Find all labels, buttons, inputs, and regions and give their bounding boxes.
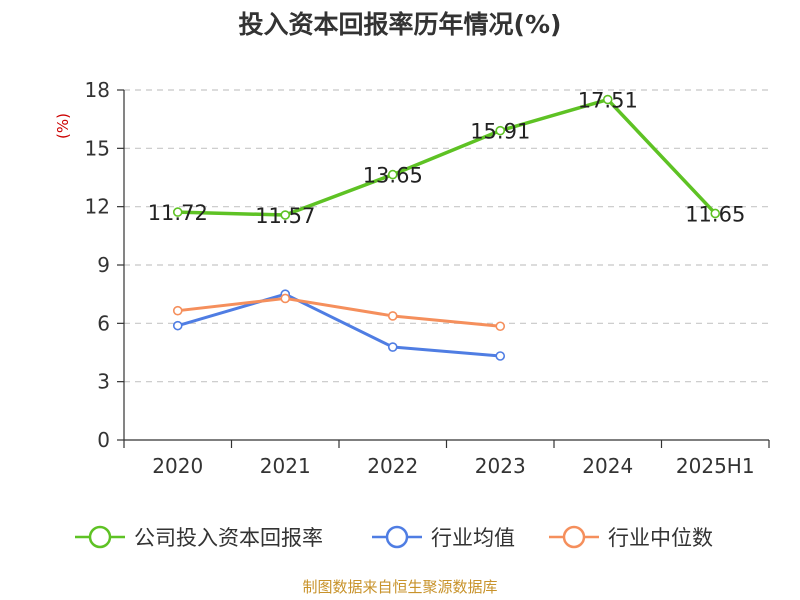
y-tick-label: 18 (85, 78, 110, 102)
y-tick-label: 6 (97, 311, 110, 335)
data-point (387, 342, 398, 352)
series-line (177, 296, 501, 328)
data-point (387, 169, 398, 180)
y-axis-unit: (%) (54, 113, 72, 139)
y-tick-label: 12 (85, 195, 110, 219)
series-line (177, 292, 501, 358)
series-layer: 11.72 11.57 13.65 15.91 17.51 11.65 (148, 89, 746, 361)
legend-marker (88, 525, 112, 549)
data-point (710, 208, 721, 219)
y-tick-label: 9 (97, 253, 110, 277)
data-label: 11.65 (685, 202, 745, 226)
series-line (177, 97, 717, 217)
y-tick-label: 15 (85, 136, 110, 160)
data-point (280, 210, 291, 220)
x-tick-label: 2024 (582, 454, 633, 478)
grid-lines (124, 89, 769, 383)
chart-title: 投入资本回报率历年情况(%) (239, 10, 562, 39)
series-industry_median (172, 293, 506, 332)
legend-marker (562, 525, 586, 549)
series-company: 11.72 11.57 13.65 15.91 17.51 11.65 (148, 89, 746, 228)
axes: 0 3 6 9 12 15 18 2020 2021 2022 2023 2024 2025H1 (85, 78, 770, 478)
x-tick-label: 2021 (260, 454, 311, 478)
y-tick-label: 3 (97, 370, 110, 394)
data-label: 11.72 (148, 201, 208, 225)
series-industry_avg (172, 289, 506, 361)
data-label: 17.51 (578, 89, 638, 113)
legend-label: 行业均值 (431, 526, 515, 550)
data-point (172, 207, 183, 217)
data-label: 13.65 (363, 164, 423, 188)
data-point (495, 321, 506, 332)
legend-label: 公司投入资本回报率 (134, 526, 323, 550)
x-tick-label: 2022 (367, 454, 418, 478)
data-point (280, 293, 291, 304)
x-tick-label: 2020 (152, 454, 203, 478)
legend-item: 行业中位数 (549, 525, 713, 550)
data-point (495, 125, 506, 136)
data-label: 15.91 (470, 120, 530, 144)
data-point (602, 94, 613, 105)
data-point (172, 305, 183, 316)
y-tick-label: 0 (97, 428, 110, 452)
source-note: 制图数据来自恒生聚源数据库 (302, 578, 497, 596)
legend-item: 行业均值 (372, 525, 515, 550)
x-tick-label: 2023 (475, 454, 526, 478)
data-point (387, 311, 398, 321)
data-point (495, 351, 506, 361)
legend-label: 行业中位数 (608, 526, 713, 550)
data-label: 11.57 (255, 204, 315, 228)
legend-item: 公司投入资本回报率 (75, 525, 323, 550)
legend-marker (385, 525, 409, 549)
x-tick-label: 2025H1 (676, 454, 755, 478)
data-point (172, 320, 183, 331)
legend: 公司投入资本回报率 行业均值 行业中位数 (75, 525, 713, 550)
